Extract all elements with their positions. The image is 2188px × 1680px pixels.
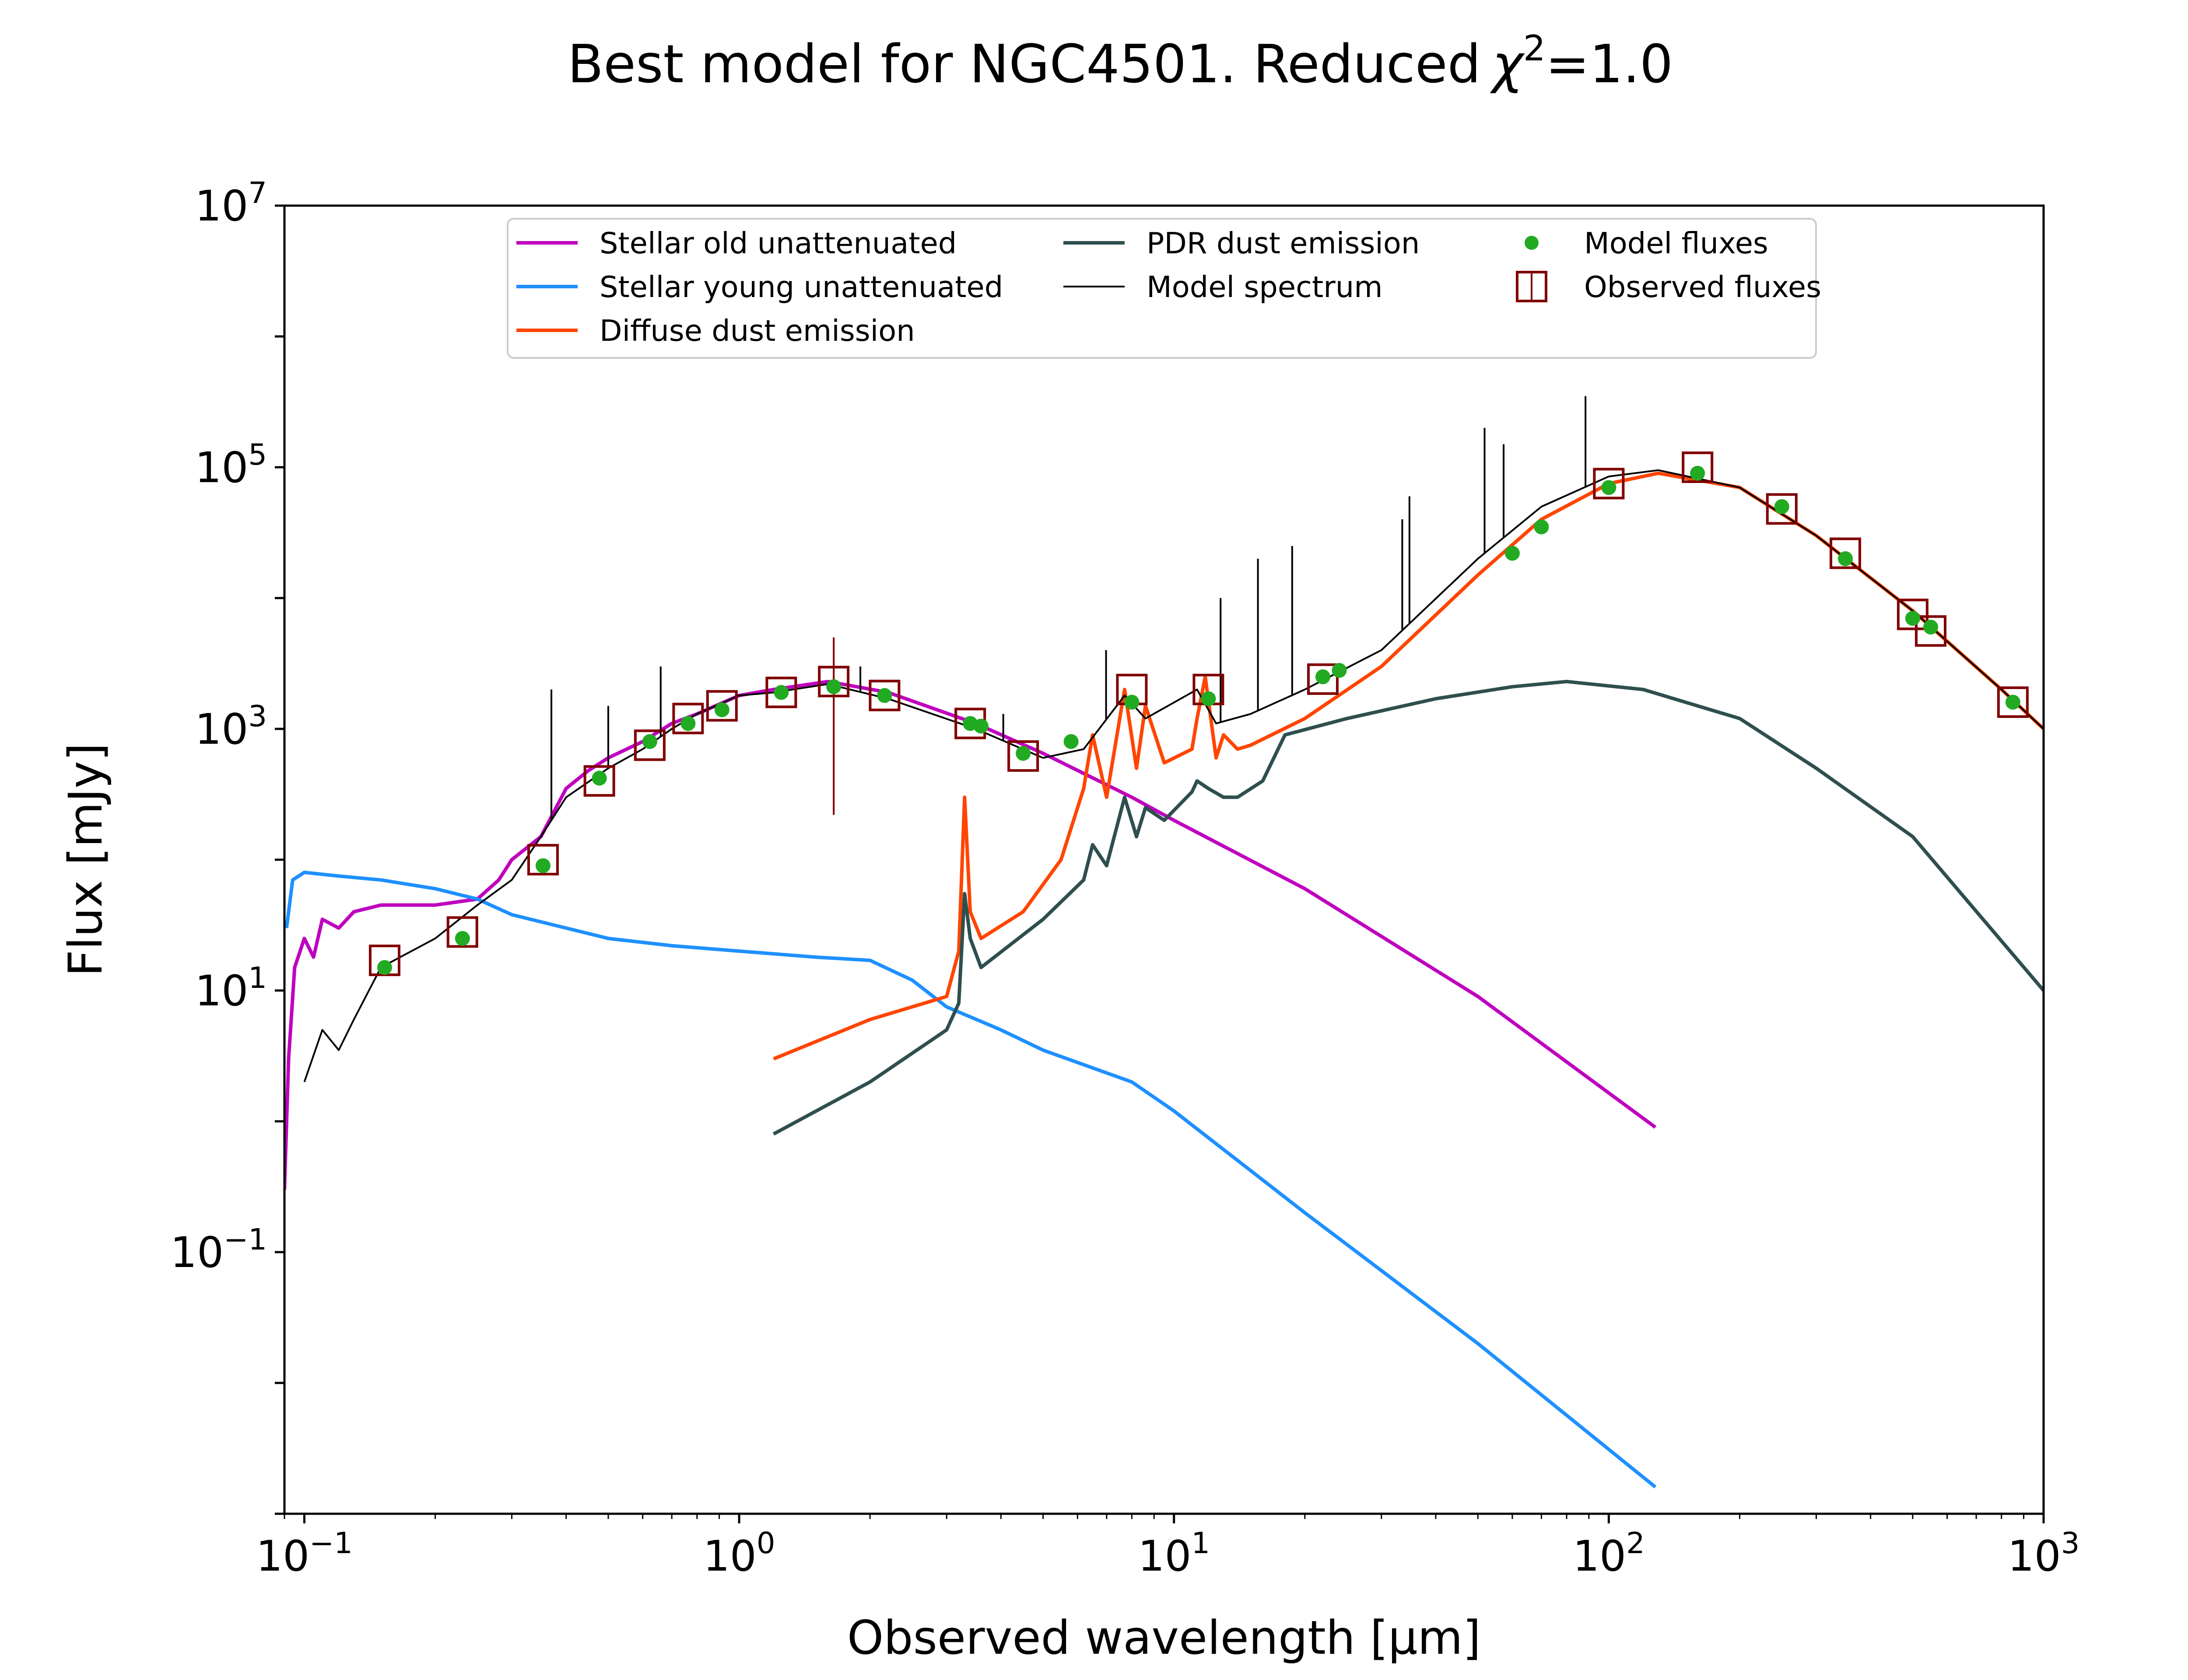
- observed-flux-marker: [446, 916, 478, 948]
- legend-label: Stellar old unattenuated: [600, 226, 957, 260]
- observed-flux-marker: [1593, 468, 1625, 500]
- model-flux-point: [1201, 691, 1216, 707]
- observed-flux-marker: [765, 676, 797, 708]
- model-flux-point: [2005, 694, 2020, 710]
- observed-flux-marker: [1997, 686, 2029, 718]
- plot-area: [284, 396, 2044, 1489]
- x-tick-label: 100: [703, 1526, 775, 1581]
- y-tick-label: 10−1: [170, 1222, 267, 1277]
- model-flux-point: [1016, 746, 1031, 761]
- model-flux-point: [680, 716, 696, 731]
- model-flux-point: [1774, 499, 1789, 514]
- observed-flux-marker: [706, 690, 738, 722]
- series-line-stellar-young-unattenuated: [284, 871, 1657, 1489]
- legend-label: Model spectrum: [1147, 270, 1383, 304]
- model-flux-point: [973, 718, 989, 734]
- x-axis-label: Observed wavelength [μm]: [847, 1611, 1481, 1665]
- legend-label: Stellar young unattenuated: [600, 270, 1003, 304]
- x-tick-label: 103: [2008, 1526, 2080, 1581]
- x-tick-label: 102: [1573, 1526, 1645, 1581]
- title-value: =1.0: [1546, 34, 1673, 95]
- series-line-diffuse-dust-emission: [773, 471, 2044, 1061]
- model-flux-point: [535, 858, 551, 873]
- observed-flux-marker: [583, 765, 615, 797]
- model-flux-point: [1315, 669, 1330, 685]
- model-flux-point: [455, 931, 470, 946]
- y-tick-label: 105: [195, 438, 267, 492]
- legend-label: Model fluxes: [1584, 226, 1768, 260]
- series-line-stellar-old-unattenuated: [284, 679, 1657, 1190]
- model-flux-point: [774, 685, 789, 700]
- model-flux-point: [1534, 519, 1549, 535]
- model-flux-point: [1601, 480, 1616, 495]
- x-tick-label: 10−1: [256, 1526, 353, 1581]
- observed-flux-marker: [527, 844, 559, 875]
- legend-label: Observed fluxes: [1584, 270, 1821, 304]
- model-flux-point: [377, 960, 392, 975]
- observed-flux-marker: [1829, 537, 1861, 569]
- model-flux-point: [1332, 663, 1347, 678]
- model-flux-point: [1690, 466, 1705, 481]
- observed-flux-marker: [869, 679, 901, 711]
- title-chi: χ: [1490, 34, 1525, 95]
- observed-flux-marker: [1897, 598, 1929, 630]
- model-flux-point: [826, 679, 842, 694]
- model-flux-point: [1905, 611, 1920, 626]
- legend: Stellar old unattenuated Stellar young un…: [507, 218, 1821, 359]
- model-flux-point: [1124, 694, 1140, 710]
- observed-flux-marker: [1007, 740, 1039, 772]
- y-axis-label: Flux [mJy]: [59, 743, 112, 976]
- series-line-pdr-dust-emission: [772, 679, 2044, 1136]
- observed-flux-marker: [1682, 452, 1714, 483]
- marker-layer: [368, 452, 2029, 976]
- observed-flux-marker: [1915, 615, 1947, 647]
- y-tick-label: 101: [195, 961, 267, 1015]
- y-tick-label: 103: [195, 699, 267, 754]
- model-flux-point: [1504, 546, 1520, 561]
- legend-label: Diffuse dust emission: [600, 314, 915, 348]
- legend-box: [507, 218, 1817, 359]
- y-tick-label: 107: [195, 176, 267, 231]
- observed-flux-marker: [1307, 663, 1339, 695]
- observed-flux-marker: [1766, 493, 1798, 525]
- model-flux-point: [714, 702, 729, 718]
- model-flux-point: [592, 770, 607, 786]
- legend-label: PDR dust emission: [1147, 226, 1420, 260]
- observed-flux-marker: [634, 729, 666, 761]
- y-axis: 10−1 101 103 105 107: [170, 176, 284, 1515]
- observed-flux-marker: [672, 703, 704, 735]
- model-flux-point: [1063, 734, 1079, 749]
- model-flux-point: [1837, 551, 1853, 566]
- model-flux-point: [1923, 620, 1939, 635]
- title-main: Best model for NGC4501. Reduced: [568, 34, 1481, 95]
- legend-swatch: [1525, 236, 1539, 250]
- x-tick-label: 101: [1138, 1526, 1210, 1581]
- x-axis: 10−1 100 101 102 103: [256, 1514, 2079, 1581]
- model-flux-point: [642, 734, 657, 749]
- chart-title: Best model for NGC4501. Reduced χ2=1.0: [568, 28, 1673, 95]
- title-chi-sup: 2: [1523, 28, 1546, 69]
- model-flux-point: [877, 688, 892, 703]
